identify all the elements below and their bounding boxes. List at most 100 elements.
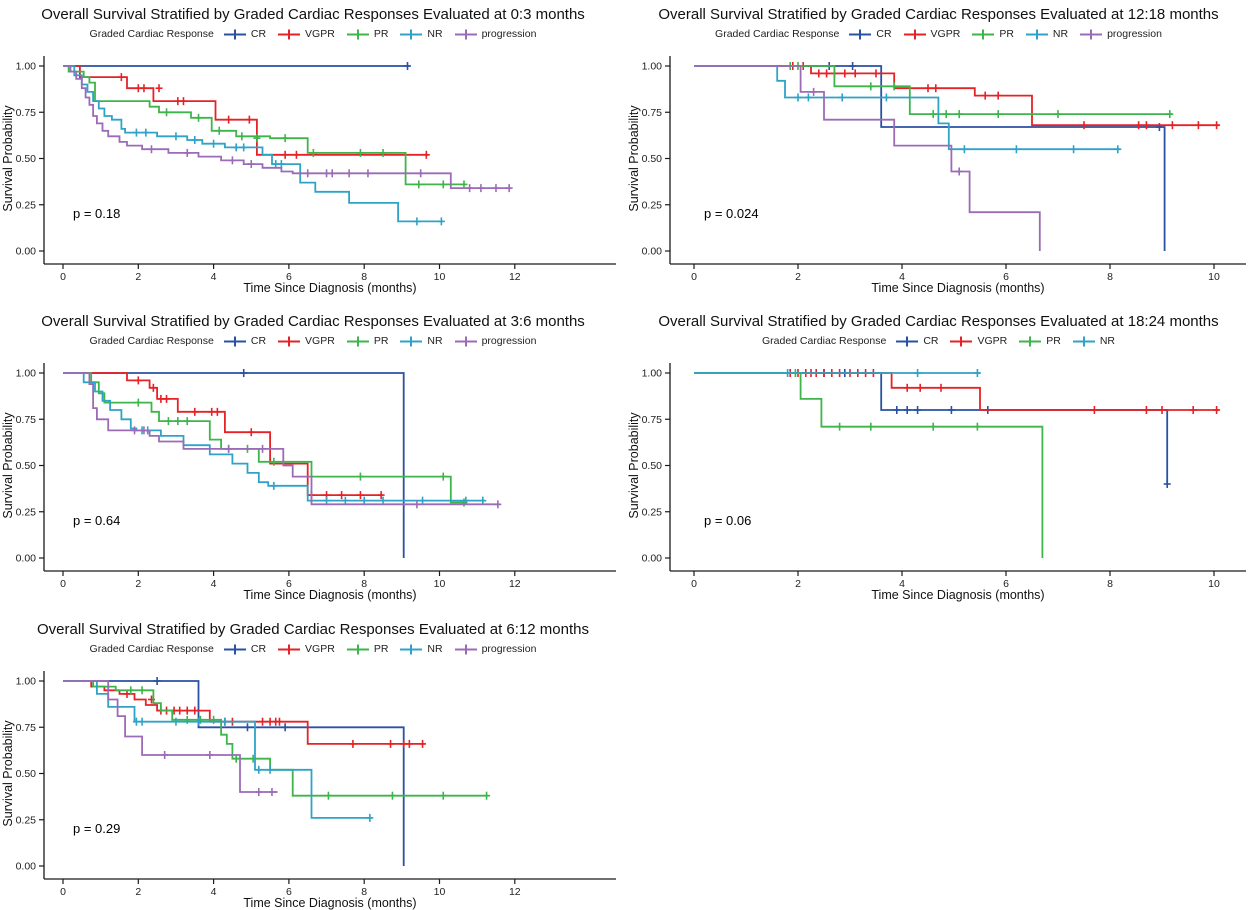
legend-key-icon — [400, 29, 423, 39]
survival-curve — [63, 65, 444, 223]
legend-item: CR — [223, 335, 266, 347]
survival-curve — [694, 372, 1169, 484]
legend-key-icon — [1019, 336, 1042, 346]
survival-curve — [63, 680, 489, 797]
legend-key-icon — [223, 336, 246, 346]
km-plot: 0.00 0.25 0.50 0.75 1.00 0 2 4 6 8 10 Time Since Di… — [627, 363, 1246, 602]
legend-item-label: NR — [1099, 335, 1116, 347]
survival-plot-panel: Overall Survival Stratified by Graded Ca… — [0, 307, 626, 615]
legend-item-label: progression — [481, 643, 537, 655]
x-axis-label: Time Since Diagnosis (months) — [243, 588, 416, 602]
plot-legend: Graded Cardiac Response CR VGPR PR NR progre… — [0, 26, 626, 42]
x-tick-label: 2 — [795, 578, 801, 590]
y-tick-label: 0.75 — [642, 107, 663, 119]
legend-item: CR — [895, 335, 938, 347]
y-tick-label: 0.75 — [642, 414, 663, 426]
legend-title: Graded Cardiac Response — [89, 28, 214, 40]
x-tick-label: 4 — [899, 578, 905, 590]
survival-curve — [694, 372, 1220, 411]
legend-item: progression — [454, 28, 536, 40]
legend-item: NR — [399, 335, 443, 347]
y-tick-label: 0.75 — [16, 722, 37, 734]
survival-curve — [63, 372, 405, 558]
legend-key-icon — [849, 29, 872, 39]
legend-key-icon — [896, 336, 919, 346]
y-tick-label: 0.50 — [16, 768, 37, 780]
p-value-label: p = 0.29 — [73, 821, 120, 836]
x-tick-label: 4 — [211, 886, 217, 898]
legend-item-label: CR — [876, 28, 892, 40]
y-tick-label: 0.75 — [16, 414, 37, 426]
y-tick-label: 1.00 — [642, 61, 663, 73]
legend-key-icon — [950, 336, 973, 346]
survival-curve — [63, 65, 511, 189]
legend-item: PR — [346, 643, 388, 655]
legend-key-icon — [400, 336, 423, 346]
legend-item-label: VGPR — [930, 28, 961, 40]
legend-key-icon — [346, 644, 369, 654]
y-axis-label: Survival Probability — [627, 412, 641, 519]
x-tick-label: 10 — [434, 271, 446, 283]
legend-item: VGPR — [277, 28, 335, 40]
survival-curve — [694, 65, 1121, 151]
plot-title: Overall Survival Stratified by Graded Ca… — [658, 313, 1219, 330]
x-tick-label: 6 — [286, 271, 292, 283]
legend-key-icon — [223, 644, 246, 654]
legend-items: CR VGPR PR NR progression — [223, 643, 537, 655]
x-tick-label: 10 — [1208, 271, 1220, 283]
legend-items: CR VGPR PR NR progression — [848, 28, 1162, 40]
plot-legend: Graded Cardiac Response CR VGPR PR NR progre… — [626, 26, 1251, 42]
survival-curve — [63, 65, 466, 186]
legend-key-icon — [400, 644, 423, 654]
legend-title: Graded Cardiac Response — [761, 335, 887, 347]
y-tick-label: 0.00 — [16, 861, 37, 873]
legend-item-label: progression — [1107, 28, 1162, 40]
legend-item: VGPR — [277, 335, 335, 347]
plot-title: Overall Survival Stratified by Graded Ca… — [41, 313, 585, 330]
y-tick-label: 1.00 — [16, 61, 37, 73]
legend-key-icon — [454, 644, 477, 654]
legend-item: CR — [848, 28, 892, 40]
survival-plot-panel: Overall Survival Stratified by Graded Ca… — [0, 615, 626, 910]
plot-legend: Graded Cardiac Response CR VGPR PR NR progre… — [0, 333, 626, 349]
plot-legend: Graded Cardiac Response CR VGPR PR NR progre… — [0, 641, 626, 657]
y-tick-label: 0.25 — [16, 199, 37, 211]
legend-item: CR — [223, 28, 266, 40]
x-tick-label: 4 — [211, 271, 217, 283]
survival-plot-panel: Overall Survival Stratified by Graded Ca… — [626, 0, 1251, 307]
legend-title: Graded Cardiac Response — [89, 335, 214, 347]
y-tick-label: 1.00 — [16, 368, 37, 380]
y-tick-label: 0.50 — [16, 153, 37, 165]
survival-curve — [63, 680, 372, 819]
x-tick-label: 8 — [361, 886, 367, 898]
legend-key-icon — [903, 29, 926, 39]
y-tick-label: 0.50 — [642, 153, 663, 165]
legend-key-icon — [346, 29, 369, 39]
legend-item: progression — [454, 643, 537, 655]
legend-item-label: PR — [373, 28, 389, 40]
p-value-label: p = 0.024 — [704, 206, 759, 221]
legend-item-label: PR — [373, 335, 389, 347]
legend-item: progression — [454, 335, 536, 347]
y-tick-label: 0.25 — [16, 814, 37, 826]
survival-curve — [694, 65, 1173, 115]
x-axis-label: Time Since Diagnosis (months) — [243, 281, 416, 295]
legend-items: CR VGPR PR NR — [895, 335, 1115, 347]
survival-curve — [63, 680, 405, 866]
legend-item-label: VGPR — [305, 28, 335, 40]
x-tick-label: 2 — [135, 271, 141, 283]
y-tick-label: 0.75 — [16, 107, 37, 119]
x-tick-label: 12 — [509, 271, 521, 283]
y-tick-label: 0.50 — [16, 460, 37, 472]
y-tick-label: 0.25 — [642, 506, 663, 518]
legend-items: CR VGPR PR NR progression — [223, 28, 536, 40]
x-axis-label: Time Since Diagnosis (months) — [871, 281, 1044, 295]
km-plot: 0.00 0.25 0.50 0.75 1.00 0 2 4 6 8 10 12 Time Since … — [1, 671, 616, 910]
legend-item-label: NR — [427, 335, 443, 347]
legend-item-label: PR — [999, 28, 1014, 40]
plot-title: Overall Survival Stratified by Graded Ca… — [41, 6, 585, 23]
legend-item: NR — [399, 28, 443, 40]
survival-plot-panel: Overall Survival Stratified by Graded Ca… — [626, 307, 1251, 615]
x-tick-label: 12 — [509, 578, 521, 590]
